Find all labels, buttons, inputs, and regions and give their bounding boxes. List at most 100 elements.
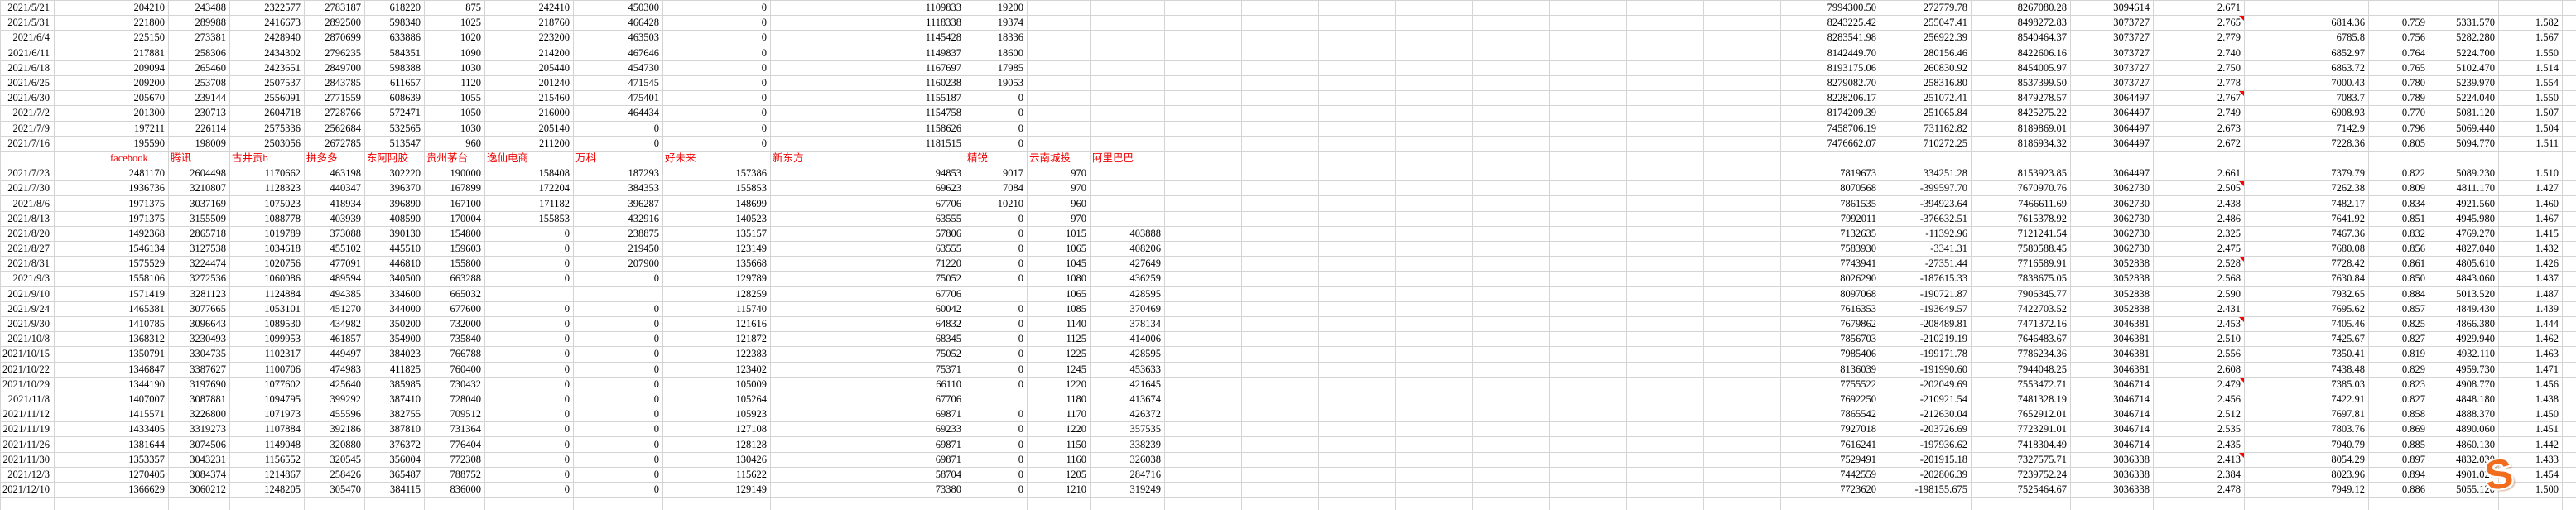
cell[interactable]: 2503056 — [229, 135, 305, 152]
empty-cell[interactable] — [1703, 120, 1781, 137]
empty-cell[interactable] — [1318, 391, 1396, 408]
empty-cell[interactable] — [1626, 150, 1704, 167]
cell[interactable]: 5282.280 — [2429, 30, 2499, 46]
cell[interactable]: 2.456 — [2153, 391, 2245, 408]
empty-cell[interactable] — [1703, 90, 1781, 107]
empty-cell[interactable] — [573, 497, 663, 510]
empty-cell[interactable] — [1395, 315, 1473, 333]
cell[interactable]: 7906345.77 — [1971, 286, 2071, 302]
cell[interactable]: 0 — [662, 15, 771, 31]
empty-cell[interactable] — [1395, 346, 1473, 363]
cell[interactable]: 7944048.25 — [1971, 361, 2071, 378]
cell[interactable]: 0 — [965, 451, 1028, 468]
cell[interactable]: -3341.31 — [1880, 240, 1972, 257]
cell[interactable]: 0 — [573, 481, 663, 498]
empty-cell[interactable] — [1549, 391, 1627, 408]
cell[interactable]: 3281123 — [168, 286, 230, 302]
cell[interactable]: 0.789 — [2368, 90, 2429, 107]
date-cell[interactable]: 2021/7/23 — [0, 166, 55, 182]
empty-cell[interactable] — [1549, 0, 1627, 17]
empty-cell[interactable] — [1241, 166, 1319, 182]
cell[interactable]: 129149 — [662, 481, 771, 498]
cell[interactable]: 2.528 — [2153, 256, 2245, 272]
cell[interactable]: 618220 — [364, 0, 425, 17]
empty-cell[interactable] — [1626, 195, 1704, 212]
cell[interactable] — [1090, 105, 1165, 122]
cell[interactable]: -27351.44 — [1880, 256, 1972, 272]
cell[interactable]: 446810 — [364, 256, 425, 272]
cell[interactable]: 8054.29 — [2244, 451, 2369, 468]
date-cell[interactable]: 2021/10/8 — [0, 331, 55, 348]
empty-cell[interactable] — [1472, 376, 1550, 392]
cell[interactable]: 449497 — [304, 346, 365, 363]
cell[interactable]: 63555 — [770, 240, 965, 257]
empty-cell[interactable] — [1626, 346, 1704, 363]
empty-cell[interactable] — [1472, 271, 1550, 287]
empty-cell[interactable] — [54, 376, 108, 392]
empty-cell[interactable] — [1164, 361, 1242, 378]
empty-cell[interactable] — [1626, 497, 1704, 510]
company-header-cell[interactable]: facebook — [108, 150, 169, 167]
cell[interactable]: 4848.180 — [2429, 391, 2499, 408]
cell[interactable]: 0 — [484, 315, 574, 333]
company-header-cell[interactable]: 古井贡b — [229, 150, 305, 167]
cell[interactable]: 115622 — [662, 466, 771, 484]
cell[interactable]: 69871 — [770, 407, 965, 423]
cell[interactable] — [484, 286, 574, 302]
cell[interactable]: 4945.980 — [2429, 210, 2499, 227]
cell[interactable]: 0 — [662, 30, 771, 46]
empty-cell[interactable] — [1395, 301, 1473, 317]
empty-cell[interactable] — [1971, 150, 2071, 167]
empty-cell[interactable] — [54, 421, 108, 438]
cell[interactable]: 105264 — [662, 391, 771, 408]
company-header-cell[interactable]: 逸仙电商 — [484, 150, 574, 167]
empty-cell[interactable] — [1395, 436, 1473, 453]
cell[interactable]: 69623 — [770, 180, 965, 197]
date-cell[interactable]: 2021/8/6 — [0, 195, 55, 212]
empty-cell[interactable] — [2153, 150, 2245, 167]
cell[interactable]: 453633 — [1090, 361, 1165, 378]
cell[interactable]: 2.438 — [2153, 195, 2245, 212]
cell[interactable]: 970 — [1027, 210, 1091, 227]
empty-cell[interactable] — [2562, 240, 2576, 257]
empty-cell[interactable] — [1241, 481, 1319, 498]
cell[interactable]: 2.750 — [2153, 60, 2245, 76]
empty-cell[interactable] — [1164, 120, 1242, 137]
cell[interactable]: 2.673 — [2153, 120, 2245, 137]
cell[interactable]: 426372 — [1090, 407, 1165, 423]
cell[interactable]: 0.825 — [2368, 315, 2429, 333]
cell[interactable]: 1160 — [1027, 451, 1091, 468]
cell[interactable]: 1150 — [1027, 436, 1091, 453]
cell[interactable]: 130426 — [662, 451, 771, 468]
cell[interactable]: 205440 — [484, 60, 574, 76]
cell[interactable]: 8026290 — [1780, 271, 1880, 287]
cell[interactable]: 399292 — [304, 391, 365, 408]
cell[interactable]: 3064497 — [2070, 166, 2154, 182]
cell[interactable]: 2865718 — [168, 225, 230, 243]
empty-cell[interactable] — [1703, 45, 1781, 61]
cell[interactable]: 0 — [484, 225, 574, 243]
empty-cell[interactable] — [1703, 256, 1781, 272]
empty-cell[interactable] — [1626, 466, 1704, 484]
cell[interactable]: 3094614 — [2070, 0, 2154, 17]
cell[interactable]: 8023.96 — [2244, 466, 2369, 484]
cell[interactable]: 2771559 — [304, 90, 365, 107]
empty-cell[interactable] — [1472, 346, 1550, 363]
cell[interactable]: 1971375 — [108, 195, 169, 212]
cell[interactable]: 1366629 — [108, 481, 169, 498]
empty-cell[interactable] — [1472, 497, 1550, 510]
cell[interactable]: 0 — [965, 240, 1028, 257]
date-cell[interactable]: 2021/11/30 — [0, 451, 55, 468]
cell[interactable]: 320545 — [304, 451, 365, 468]
cell[interactable]: 598388 — [364, 60, 425, 76]
empty-cell[interactable] — [1164, 376, 1242, 392]
empty-cell[interactable] — [1395, 225, 1473, 243]
empty-cell[interactable] — [1318, 150, 1396, 167]
cell[interactable]: 1170 — [1027, 407, 1091, 423]
cell[interactable]: 3062730 — [2070, 225, 2154, 243]
cell[interactable]: 7616241 — [1780, 436, 1880, 453]
empty-cell[interactable] — [54, 45, 108, 61]
cell[interactable]: 1407007 — [108, 391, 169, 408]
cell[interactable]: 1575529 — [108, 256, 169, 272]
empty-cell[interactable] — [1395, 331, 1473, 348]
